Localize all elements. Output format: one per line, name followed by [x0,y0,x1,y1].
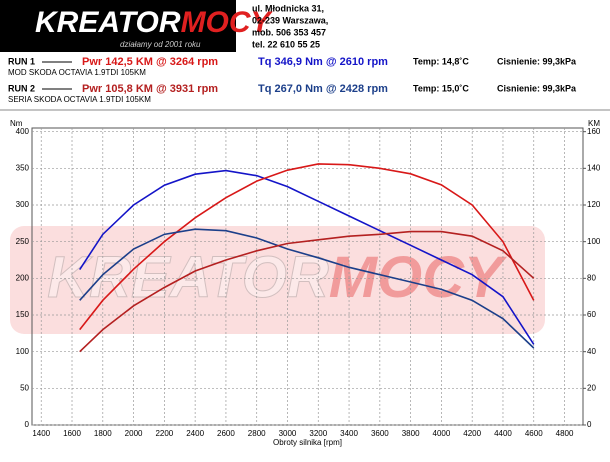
x-tick-label: 2400 [186,429,204,438]
watermark: KREATORMOCY [47,245,508,310]
watermark-part: KREATOR [47,245,329,310]
watermark-part: MOCY [329,245,508,310]
y2-tick-label: 80 [587,273,596,282]
x-tick-label: 2000 [125,429,143,438]
x-tick-label: 3800 [402,429,420,438]
contact: mob. 506 353 457 [252,27,326,37]
x-tick-label: 3600 [371,429,389,438]
runs: RUN 1 Pwr 142,5 KM @ 3264 rpm Tq 346,9 Nm … [8,56,577,104]
y-tick-label: 200 [16,273,30,282]
contact: tel. 22 610 55 25 [252,39,320,49]
run-pressure: Cisnienie: 99,3kPa [497,56,577,66]
x-tick-label: 4400 [494,429,512,438]
watermark-band [10,226,545,334]
x-tick-label: 1600 [63,429,81,438]
run-power: Pwr 105,8 KM @ 3931 rpm [82,83,218,95]
y2-tick-label: 20 [587,383,596,392]
contact: 02-239 Warszawa, [252,15,328,25]
y2-tick-label: 100 [587,237,601,246]
y-axis-label: Nm [10,119,23,128]
run-label: RUN 1 [8,56,35,66]
run-temp: Temp: 14,8˚C [413,56,469,66]
y2-tick-label: 40 [587,347,596,356]
x-tick-label: 4800 [556,429,574,438]
run-torque: Tq 346,9 Nm @ 2610 rpm [258,56,388,68]
y-tick-label: 400 [16,127,30,136]
x-tick-label: 2800 [248,429,266,438]
logo-part: MOCY [181,6,274,39]
y2-tick-label: 160 [587,127,601,136]
series-line [79,163,535,331]
run-torque: Tq 267,0 Nm @ 2428 rpm [258,83,388,95]
chart: 0501001502002503003504000204060801001201… [10,119,601,447]
y-tick-label: 250 [16,237,30,246]
x-tick-label: 1400 [32,429,50,438]
plot-frame [31,127,584,426]
x-tick-label: 3000 [279,429,297,438]
x-tick-label: 4000 [433,429,451,438]
x-tick-label: 1800 [94,429,112,438]
x-tick-label: 4200 [463,429,481,438]
slogan: działamy od 2001 roku [120,40,201,49]
logo-box [0,0,236,52]
y2-tick-label: 0 [587,420,592,429]
run-description: SERIA SKODA OCTAVIA 1.9TDI 105KM [8,95,151,104]
y-tick-label: 350 [16,163,30,172]
logo: KREATORMOCY [35,6,274,39]
series-line [79,230,535,353]
contact: ul. Młodnicka 31, [252,3,324,13]
run-temp: Temp: 15,0˚C [413,83,469,93]
run-label: RUN 2 [8,83,35,93]
y-tick-label: 100 [16,347,30,356]
logo-part: KREATOR [35,6,181,39]
x-axis-label: Obroty silnika [rpm] [273,438,342,447]
series-line [79,169,535,345]
x-tick-label: 3200 [309,429,327,438]
run-pressure: Cisnienie: 99,3kPa [497,83,577,93]
y-tick-label: 300 [16,200,30,209]
y-tick-label: 50 [20,383,29,392]
x-tick-label: 2200 [155,429,173,438]
x-tick-label: 2600 [217,429,235,438]
series-line [79,228,535,349]
run-description: MOD SKODA OCTAVIA 1.9TDI 105KM [8,68,146,77]
y2-tick-label: 60 [587,310,596,319]
run-power: Pwr 142,5 KM @ 3264 rpm [82,56,218,68]
y-tick-label: 150 [16,310,30,319]
y2-tick-label: 120 [587,200,601,209]
y2-tick-label: 140 [587,163,601,172]
x-tick-label: 4600 [525,429,543,438]
x-tick-label: 3400 [340,429,358,438]
y2-axis-label: KM [588,119,600,128]
y-tick-label: 0 [25,420,30,429]
